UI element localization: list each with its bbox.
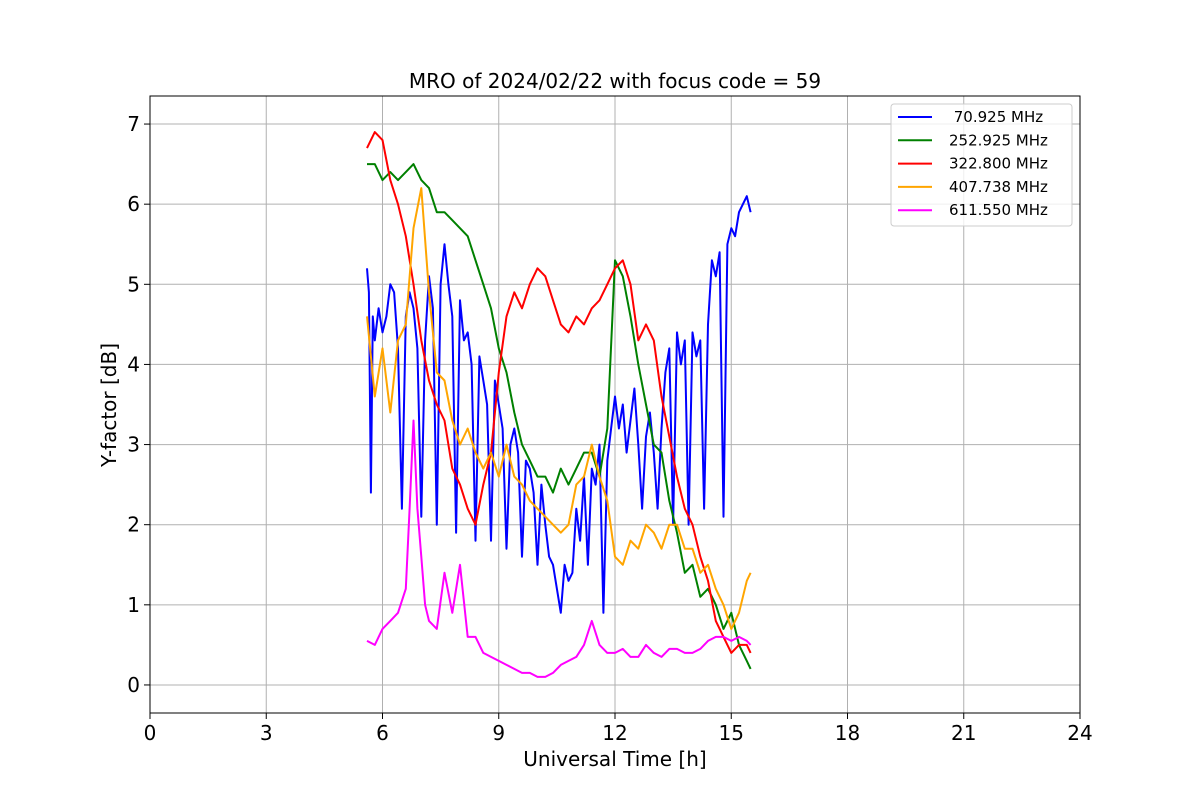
series-line-322-800-mhz (366, 131, 752, 654)
series-line-70-925-mhz (366, 195, 752, 614)
legend-entry: 70.925 MHz (898, 108, 1043, 126)
x-tick-label: 24 (1067, 721, 1092, 745)
plot-series (366, 131, 752, 678)
legend-box (890, 103, 1073, 227)
x-tick-label: 9 (492, 721, 505, 745)
y-tick-label: 2 (127, 513, 140, 537)
y-tick-label: 4 (127, 352, 140, 376)
x-tick-label: 0 (144, 721, 157, 745)
x-tick-label: 15 (719, 721, 744, 745)
series-line-611-550-mhz (366, 419, 752, 678)
legend-entry: 252.925 MHz (898, 131, 1048, 149)
legend-label: 611.550 MHz (949, 201, 1048, 219)
legend-label: 70.925 MHz (949, 108, 1043, 126)
y-tick-label: 7 (127, 112, 140, 136)
x-tick-label: 6 (376, 721, 389, 745)
legend-label: 407.738 MHz (949, 178, 1048, 196)
x-tick-label: 18 (835, 721, 860, 745)
x-tick-label: 12 (602, 721, 627, 745)
legend: 70.925 MHz 252.925 MHz 322.800 MHz 407.738 … (890, 103, 1073, 227)
x-axis-label: Universal Time [h] (523, 747, 706, 771)
y-tick-label: 1 (127, 593, 140, 617)
y-tick-label: 6 (127, 192, 140, 216)
legend-label: 252.925 MHz (949, 131, 1048, 149)
y-tick-label: 0 (127, 673, 140, 697)
y-tick-label: 5 (127, 272, 140, 296)
series-line-407-738-mhz (366, 187, 752, 630)
legend-entry: 407.738 MHz (898, 178, 1048, 196)
series-line-252-925-mhz (367, 163, 752, 670)
legend-label: 322.800 MHz (949, 155, 1048, 173)
chart-title: MRO of 2024/02/22 with focus code = 59 (409, 69, 821, 93)
y-tick-label: 3 (127, 433, 140, 457)
x-tick-label: 3 (260, 721, 273, 745)
legend-entry: 611.550 MHz (898, 201, 1048, 219)
x-tick-label: 21 (951, 721, 976, 745)
legend-entry: 322.800 MHz (898, 155, 1048, 173)
y-axis-label: Y-factor [dB] (97, 343, 121, 468)
